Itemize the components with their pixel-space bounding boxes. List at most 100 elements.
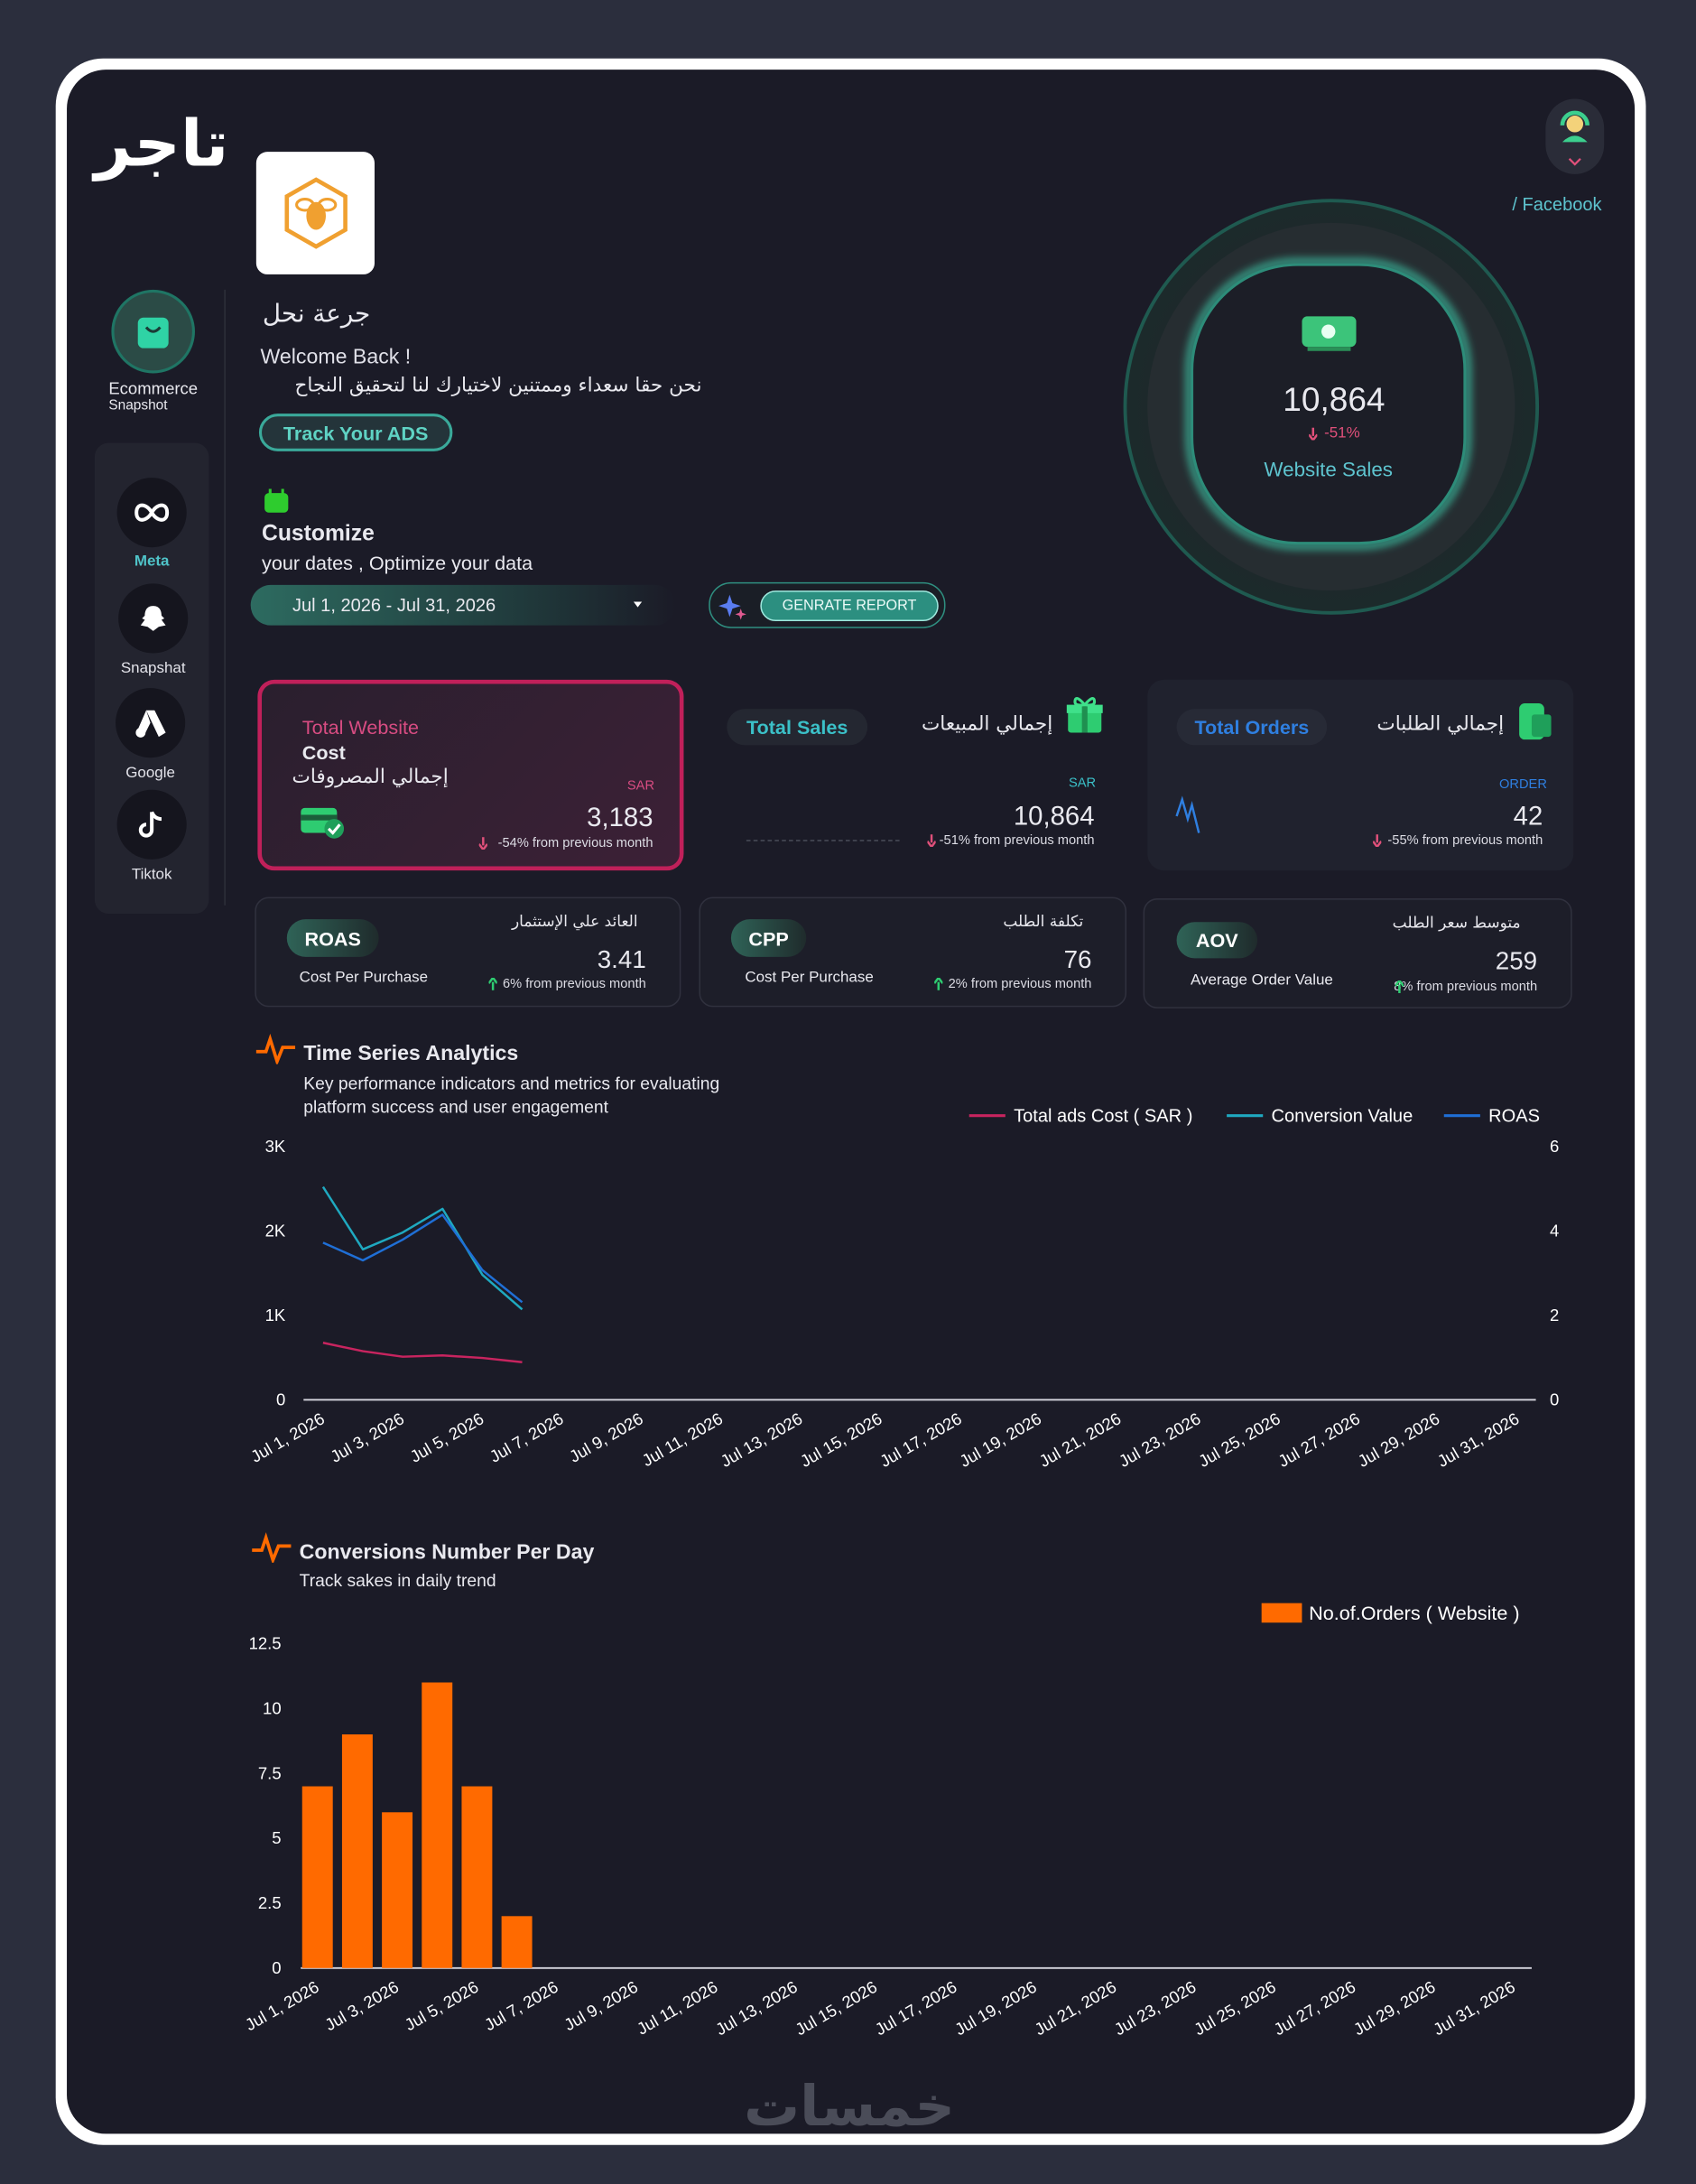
- x-tick-label: Jul 19, 2026: [956, 1408, 1044, 1471]
- x-tick-label: Jul 27, 2026: [1274, 1408, 1363, 1471]
- source-label: / Facebook: [1512, 193, 1602, 215]
- bar: [301, 1786, 333, 1968]
- snapshot-label: Snapshot: [108, 398, 168, 414]
- y-tick-label: 2K: [265, 1221, 286, 1240]
- x-tick-label: Jul 3, 2026: [327, 1408, 407, 1465]
- y2-tick-label: 0: [1550, 1390, 1559, 1409]
- card-title-ar: إجمالي المبيعات: [921, 712, 1053, 736]
- x-tick-label: Jul 13, 2026: [718, 1408, 806, 1471]
- card-change: -55% from previous month: [1387, 832, 1543, 849]
- bar: [501, 1916, 533, 1968]
- up-arrow: [934, 977, 943, 990]
- card-pill: Total Sales: [727, 709, 868, 746]
- card-title-ar: إجمالي الطلبات: [1376, 712, 1505, 736]
- bag-icon: [137, 317, 169, 349]
- sales-label: Website Sales: [1264, 460, 1394, 482]
- metric-change: 8% from previous month: [1394, 979, 1538, 995]
- x-tick-label: Jul 5, 2026: [402, 1977, 482, 2034]
- metric-badge: AOV: [1176, 922, 1258, 959]
- y-tick-label: 12.5: [249, 1634, 282, 1653]
- money-icon: [1302, 316, 1357, 351]
- welcome: Welcome Back !: [260, 345, 412, 369]
- x-tick-label: Jul 15, 2026: [792, 1977, 880, 2040]
- google-button[interactable]: [116, 688, 186, 758]
- y-tick-label: 2.5: [258, 1893, 282, 1912]
- nav-label[interactable]: Snapshat: [120, 660, 186, 677]
- card-unit: ORDER: [1498, 776, 1547, 793]
- x-tick-label: Jul 29, 2026: [1355, 1408, 1443, 1471]
- sales-value: 10,864: [1283, 381, 1386, 420]
- customize-subtitle: your dates , Optimize your data: [262, 551, 533, 574]
- down-arrow: [927, 834, 936, 847]
- card-change: -51% from previous month: [939, 832, 1095, 849]
- down-arrow: [478, 837, 487, 850]
- divider: [224, 289, 226, 906]
- x-tick-label: Jul 1, 2026: [242, 1977, 322, 2034]
- x-tick-label: Jul 21, 2026: [1031, 1977, 1119, 2040]
- card-value: 42: [1513, 802, 1543, 832]
- sales-change: -51%: [1324, 424, 1360, 442]
- tiktok-button[interactable]: [116, 789, 187, 860]
- y2-tick-label: 6: [1550, 1137, 1559, 1156]
- metric-badge: ROAS: [286, 919, 379, 957]
- metric-value: 3.41: [597, 945, 646, 974]
- x-tick-label: Jul 9, 2026: [561, 1977, 641, 2034]
- tiktok-icon: [138, 811, 162, 838]
- up-arrow: [488, 977, 497, 990]
- track-ads-button[interactable]: Track Your ADS: [258, 414, 453, 451]
- chart-title: Time Series Analytics: [303, 1041, 519, 1066]
- x-tick-label: Jul 1, 2026: [247, 1408, 328, 1465]
- x-tick-label: Jul 23, 2026: [1116, 1408, 1204, 1471]
- logo: تاجر: [94, 106, 229, 181]
- date-picker[interactable]: [250, 584, 676, 626]
- nav-label[interactable]: Tiktok: [131, 866, 172, 884]
- ecommerce-icon[interactable]: [111, 289, 195, 374]
- pulse-icon: [252, 1532, 292, 1563]
- chart-subtitle: Key performance indicators and metrics f…: [303, 1073, 720, 1118]
- card-title-2: Cost: [301, 740, 346, 764]
- customize-title: Customize: [262, 522, 375, 546]
- meta-button[interactable]: [116, 478, 187, 548]
- date-range: Jul 1, 2026 - Jul 31, 2026: [292, 594, 496, 616]
- cost-card: [257, 679, 684, 871]
- x-tick-label: Jul 31, 2026: [1430, 1977, 1518, 2040]
- card-value: 3,183: [587, 804, 653, 833]
- card-unit: SAR: [1068, 776, 1097, 792]
- x-tick-label: Jul 7, 2026: [487, 1408, 567, 1465]
- card-change: -54% from previous month: [497, 835, 653, 851]
- metric-badge: CPP: [730, 919, 807, 957]
- card-unit: SAR: [626, 778, 655, 795]
- x-tick-label: Jul 29, 2026: [1350, 1977, 1439, 2040]
- x-tick-label: Jul 31, 2026: [1434, 1408, 1523, 1471]
- brand-name: جرعة نحل: [262, 299, 371, 330]
- legend-label: ROAS: [1488, 1107, 1540, 1127]
- down-arrow: [1373, 834, 1382, 847]
- pulse-icon: [255, 1033, 296, 1064]
- bar: [382, 1812, 413, 1968]
- sales-ring: [1123, 199, 1540, 615]
- card-value: 10,864: [1013, 802, 1095, 832]
- generate-report-button[interactable]: GENRATE REPORT: [760, 590, 939, 622]
- x-tick-label: Jul 21, 2026: [1036, 1408, 1125, 1471]
- y-tick-label: 5: [272, 1828, 281, 1847]
- gift-icon: [1066, 697, 1103, 733]
- line: [321, 1185, 524, 1311]
- brand-logo: [255, 152, 375, 274]
- line: [322, 1342, 523, 1363]
- metric-value: 259: [1495, 947, 1538, 975]
- snapchat-button[interactable]: [118, 583, 189, 654]
- y2-tick-label: 4: [1550, 1221, 1559, 1240]
- sparkline: [746, 840, 900, 841]
- x-tick-label: Jul 7, 2026: [481, 1977, 561, 2034]
- nav-label[interactable]: Google: [125, 764, 175, 782]
- calendar-icon: [264, 488, 289, 513]
- bar: [461, 1786, 493, 1968]
- card-title: Total Website: [301, 715, 420, 739]
- bee-icon: [283, 177, 348, 249]
- google-icon: [135, 710, 166, 738]
- y-tick-label: 7.5: [258, 1763, 282, 1782]
- nav-label[interactable]: Meta: [134, 553, 170, 570]
